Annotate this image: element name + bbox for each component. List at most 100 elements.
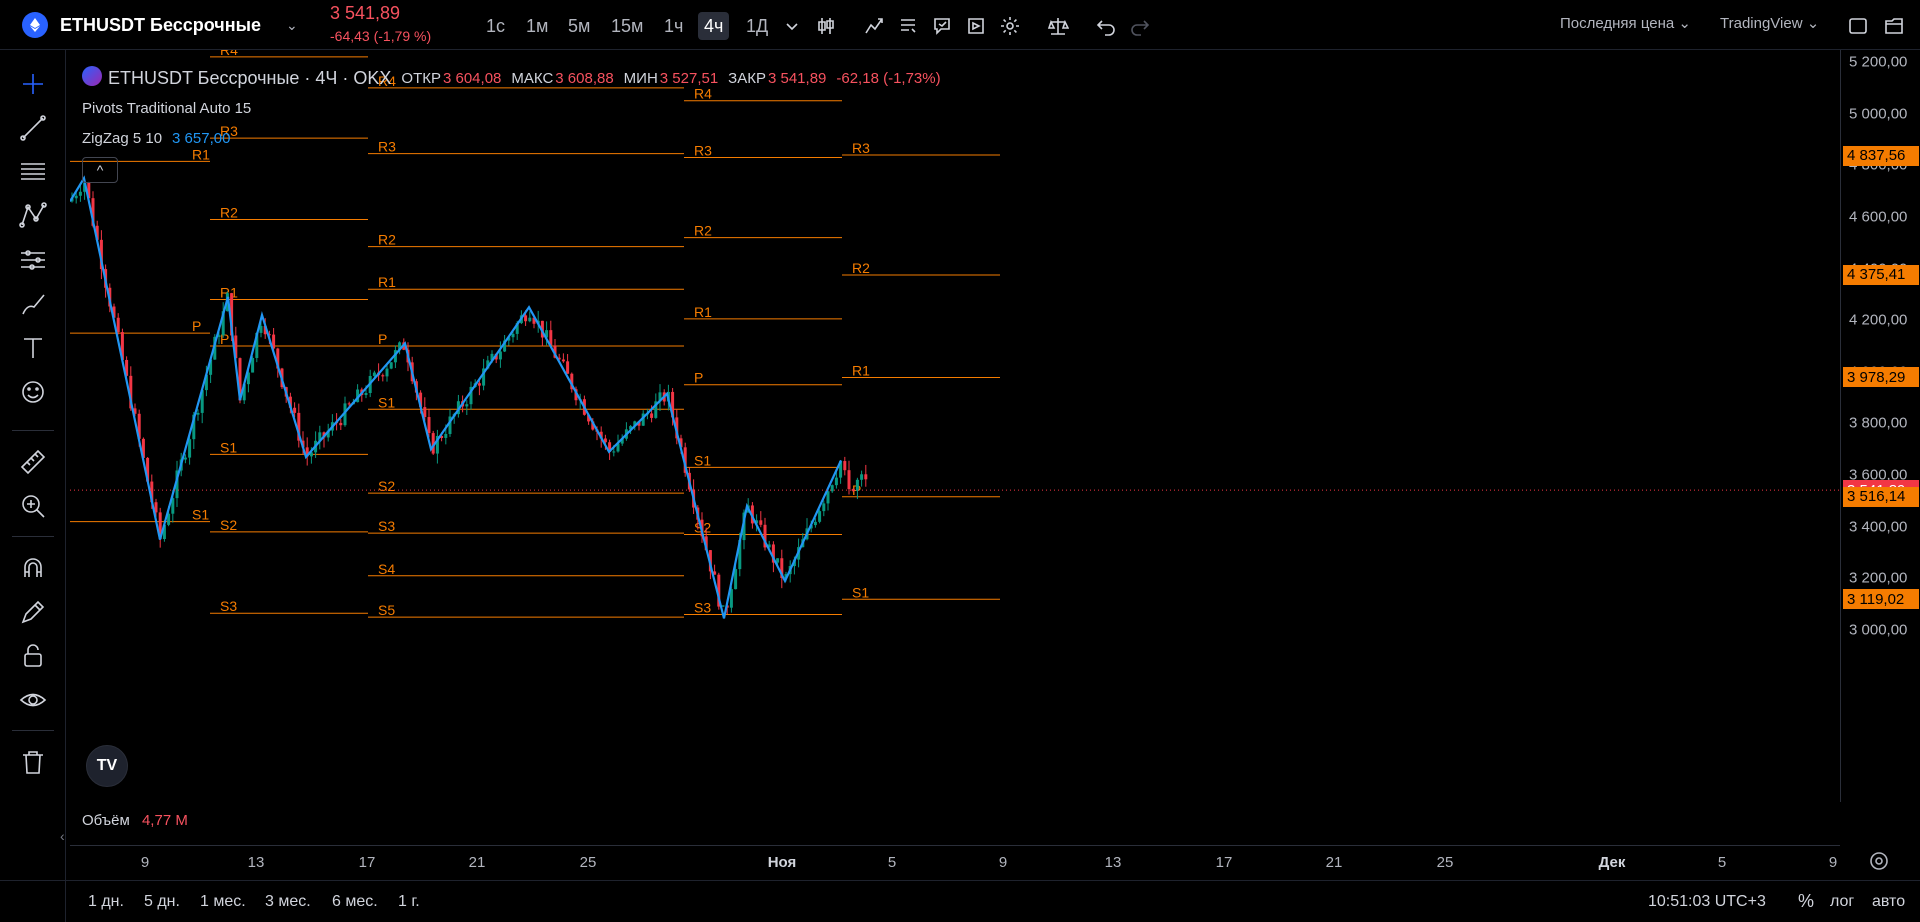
timeframe-5m[interactable]: 5м — [568, 15, 591, 36]
pivot-label-r4: R4 — [220, 50, 238, 58]
templates-icon[interactable] — [894, 12, 922, 40]
replay-icon[interactable] — [962, 12, 990, 40]
time-tick-label: 9 — [998, 854, 1008, 871]
layout-dropdown[interactable]: TradingView ⌄ — [1720, 15, 1820, 32]
eye-icon[interactable] — [17, 684, 49, 716]
candle-body — [780, 558, 784, 578]
crosshair-icon[interactable] — [17, 68, 49, 100]
candle-body — [851, 489, 855, 491]
candle-body — [599, 431, 603, 439]
timeframe-15m[interactable]: 15м — [611, 15, 644, 36]
forecasting-icon[interactable] — [17, 244, 49, 276]
fib-retracement-icon[interactable] — [17, 156, 49, 188]
fullscreen-icon[interactable] — [1844, 12, 1872, 40]
candle-body — [171, 498, 175, 514]
candle-body — [855, 479, 859, 491]
candle-body — [137, 413, 141, 439]
candle-body — [112, 306, 116, 318]
pivot-label-r2: R2 — [694, 223, 712, 239]
candle-body — [545, 330, 549, 338]
timeframe-1m[interactable]: 1м — [526, 15, 549, 36]
pivot-label-s4: S4 — [378, 561, 395, 577]
time-tick-label: 25 — [1436, 854, 1454, 871]
pivot-label-s1: S1 — [852, 584, 869, 600]
symbol-search-button[interactable]: ETHUSDT Бессрочные — [60, 14, 261, 35]
chevron-left-icon[interactable]: ‹ — [60, 828, 65, 844]
candle-body — [511, 333, 515, 338]
auto-scale-toggle[interactable]: авто — [1872, 893, 1906, 910]
candle-body — [776, 558, 780, 563]
price-chart[interactable]: R1 P S1 R4 R3 R2 R1 P S1 S2 S3 R4 R3 R2 R1 P S1 S2 S3 S4 S5 R… — [70, 50, 1840, 802]
timeframe-1d[interactable]: 1Д — [746, 15, 769, 36]
candle-body — [839, 461, 843, 478]
compare-scale-icon[interactable] — [1044, 12, 1072, 40]
redo-icon[interactable] — [1126, 12, 1154, 40]
candle-body — [683, 447, 687, 473]
pivot-label-r1: R1 — [852, 362, 870, 378]
pivot-label-r4: R4 — [694, 86, 712, 102]
chevron-down-icon[interactable]: ⌄ — [286, 16, 298, 33]
range-1d[interactable]: 1 дн. — [88, 893, 124, 910]
candle-body — [209, 359, 213, 375]
candle-body — [616, 443, 620, 452]
price-axis-badge: 3 119,02 — [1843, 589, 1919, 610]
log-scale-toggle[interactable]: лог — [1830, 893, 1855, 910]
candle-body — [99, 239, 103, 270]
candle-body — [288, 396, 292, 408]
alert-icon[interactable] — [928, 12, 956, 40]
magnet-icon[interactable] — [17, 552, 49, 584]
timeframe-4h[interactable]: 4ч — [698, 12, 730, 40]
ruler-icon[interactable] — [17, 446, 49, 478]
price-axis[interactable]: 5 200,005 000,004 800,004 600,004 400,00… — [1840, 50, 1920, 802]
candle-body — [507, 337, 511, 341]
indicators-icon[interactable] — [860, 12, 888, 40]
lock-icon[interactable] — [17, 640, 49, 672]
legend-high-key: МАКС — [511, 69, 554, 87]
candle-body — [650, 413, 654, 418]
candle-body — [356, 389, 360, 403]
legend-title[interactable]: ETHUSDT Бессрочные · 4Ч · OKX — [108, 67, 392, 88]
draw-mode-icon[interactable] — [17, 596, 49, 628]
undo-icon[interactable] — [1092, 12, 1120, 40]
emoji-icon[interactable] — [17, 376, 49, 408]
range-1y[interactable]: 1 г. — [398, 893, 420, 910]
brush-icon[interactable] — [17, 288, 49, 320]
tradingview-logo-icon[interactable]: TV — [86, 745, 128, 787]
clock-timezone[interactable]: 10:51:03 UTC+3 — [1648, 893, 1766, 910]
timeframe-dropdown-icon[interactable] — [778, 12, 806, 40]
candle-body — [713, 571, 717, 575]
price-tick-label: 3 400,00 — [1849, 518, 1908, 536]
pivot-label-s3: S3 — [694, 600, 711, 616]
candle-body — [860, 474, 864, 480]
timeframe-1h[interactable]: 1ч — [664, 15, 684, 36]
candle-body — [192, 414, 196, 440]
indicator-pivots[interactable]: Pivots Traditional Auto 15 — [82, 99, 252, 117]
text-icon[interactable] — [17, 332, 49, 364]
trendline-icon[interactable] — [17, 112, 49, 144]
price-source-dropdown[interactable]: Последняя цена ⌄ — [1560, 15, 1691, 32]
candle-body — [734, 569, 738, 590]
range-1m[interactable]: 1 мес. — [200, 893, 246, 910]
candle-body — [482, 368, 486, 386]
pivot-label-s1: S1 — [192, 507, 209, 523]
percent-scale-toggle[interactable]: % — [1798, 891, 1815, 911]
axis-settings-icon[interactable] — [1868, 850, 1892, 874]
candle-body — [784, 574, 788, 578]
range-5d[interactable]: 5 дн. — [144, 893, 180, 910]
zoom-in-icon[interactable] — [17, 490, 49, 522]
indicator-zigzag[interactable]: ZigZag 5 10 — [82, 129, 163, 147]
timeframe-1s[interactable]: 1с — [486, 15, 506, 36]
candle-body — [74, 195, 78, 199]
legend-collapse-button[interactable]: ^ — [82, 157, 118, 183]
pattern-icon[interactable] — [17, 200, 49, 232]
range-3m[interactable]: 3 мес. — [265, 893, 311, 910]
chart-pane[interactable]: R1 P S1 R4 R3 R2 R1 P S1 S2 S3 R4 R3 R2 R1 P S1 S2 S3 S4 S5 R… — [70, 50, 1840, 802]
volume-label[interactable]: Объём — [82, 812, 130, 829]
trash-icon[interactable] — [17, 746, 49, 778]
gear-icon[interactable] — [996, 12, 1024, 40]
candle-body — [213, 336, 217, 360]
candles-type-icon[interactable] — [812, 12, 840, 40]
range-6m[interactable]: 6 мес. — [332, 893, 378, 910]
time-axis[interactable]: 9 13 17 21 25 Ноя 5 9 13 17 21 25 Дек 5 9 — [70, 845, 1840, 880]
snapshot-icon[interactable] — [1880, 12, 1908, 40]
